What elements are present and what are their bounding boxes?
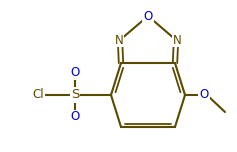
Text: O: O — [70, 111, 80, 123]
Text: O: O — [199, 88, 209, 102]
Text: N: N — [173, 33, 181, 47]
Text: S: S — [71, 88, 79, 102]
Text: O: O — [70, 67, 80, 79]
Text: N: N — [115, 33, 123, 47]
Text: O: O — [143, 9, 153, 22]
Text: Cl: Cl — [32, 88, 44, 102]
